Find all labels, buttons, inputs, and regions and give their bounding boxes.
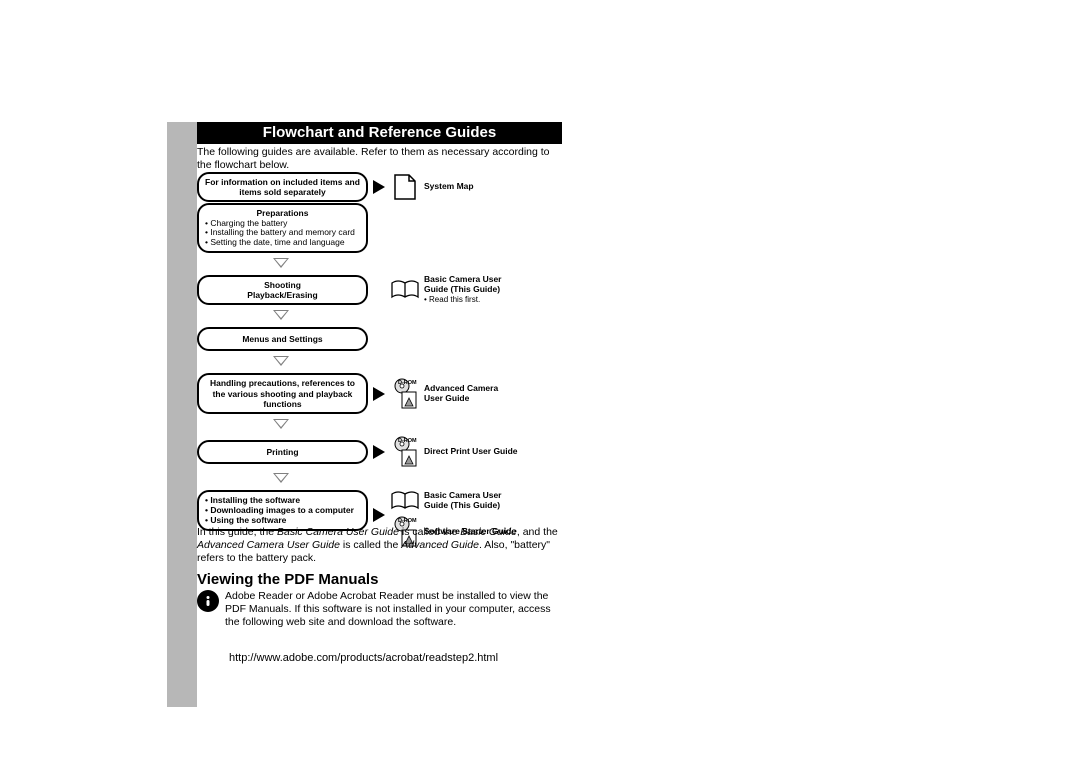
shooting-label: Shooting <box>205 280 360 290</box>
arrow-down-2 <box>197 307 364 325</box>
arrow-down-4 <box>197 416 364 434</box>
info-row: Adobe Reader or Adobe Acrobat Reader mus… <box>197 590 562 629</box>
intro-text: The following guides are available. Refe… <box>197 146 562 172</box>
arrow-down-5 <box>197 470 364 488</box>
flowchart: For information on included items and it… <box>197 172 562 549</box>
sw-item-1: • Installing the software <box>205 495 360 505</box>
cd-pdf-icon: D-ROM <box>390 436 420 468</box>
info-text: Adobe Reader or Adobe Acrobat Reader mus… <box>225 590 562 629</box>
cd-pdf-icon: D-ROM <box>390 378 420 410</box>
flow-row-1: For information on included items and it… <box>197 172 562 202</box>
prep-item-3: • Setting the date, time and language <box>205 238 360 248</box>
grey-sidebar <box>167 122 197 707</box>
box-printing: Printing <box>197 440 368 464</box>
book-icon <box>390 279 420 301</box>
box-software: • Installing the software • Downloading … <box>197 490 368 531</box>
arrow-right-icon <box>373 387 385 401</box>
flow-row-6: Printing D-ROM Direct Print User Guide <box>197 436 562 468</box>
guide-system-map: System Map <box>424 182 474 192</box>
svg-text:D-ROM: D-ROM <box>398 518 417 524</box>
playback-label: Playback/Erasing <box>205 290 360 300</box>
guide-basic-camera-1: Basic Camera User Guide (This Guide) • R… <box>424 275 502 304</box>
sw-item-3: • Using the software <box>205 515 360 525</box>
sw-item-2: • Downloading images to a computer <box>205 505 360 515</box>
arrow-right-icon <box>373 180 385 194</box>
page-title: Flowchart and Reference Guides <box>197 122 562 144</box>
guide-direct-print: Direct Print User Guide <box>424 447 518 457</box>
box-preparations: Preparations • Charging the battery • In… <box>197 203 368 252</box>
section-viewing-pdf: Viewing the PDF Manuals <box>197 571 378 588</box>
svg-text:D-ROM: D-ROM <box>398 438 417 444</box>
arrow-right-icon <box>373 508 385 522</box>
svg-text:D-ROM: D-ROM <box>398 380 417 386</box>
flow-row-2: Preparations • Charging the battery • In… <box>197 203 562 252</box>
arrow-right-icon <box>373 445 385 459</box>
book-icon <box>390 490 420 512</box>
box-info-items: For information on included items and it… <box>197 172 368 202</box>
box-menus: Menus and Settings <box>197 327 368 351</box>
box-handling: Handling precautions, references to the … <box>197 373 368 414</box>
url-text: http://www.adobe.com/products/acrobat/re… <box>229 652 498 664</box>
box-shooting: Shooting Playback/Erasing <box>197 275 368 305</box>
guide-basic-camera-2: Basic Camera UserGuide (This Guide) <box>424 491 502 511</box>
arrow-down-3 <box>197 353 364 371</box>
flow-row-3: Shooting Playback/Erasing Basic Camera U… <box>197 275 562 305</box>
info-icon <box>197 590 219 612</box>
flow-row-5: Handling precautions, references to the … <box>197 373 562 414</box>
manual-page: Flowchart and Reference Guides The follo… <box>167 0 737 763</box>
flow-row-4: Menus and Settings <box>197 327 562 351</box>
guide-advanced-camera: Advanced CameraUser Guide <box>424 384 498 404</box>
note-paragraph: In this guide, the Basic Camera User Gui… <box>197 526 562 565</box>
document-icon <box>390 173 420 201</box>
arrow-down-1 <box>197 255 364 273</box>
